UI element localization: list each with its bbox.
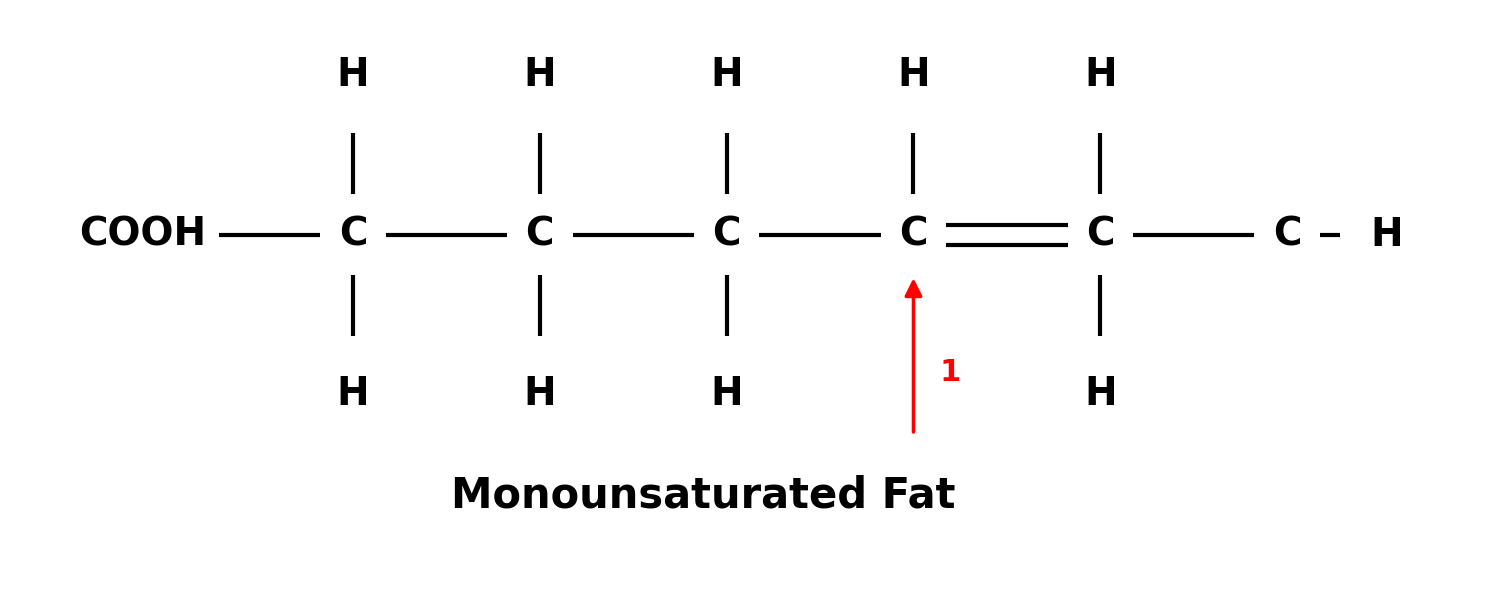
Text: H: H: [1370, 216, 1402, 254]
Text: C: C: [339, 216, 368, 254]
Text: H: H: [1084, 56, 1116, 94]
Text: H: H: [711, 56, 742, 94]
Text: C: C: [712, 216, 741, 254]
Text: H: H: [524, 56, 556, 94]
Text: H: H: [336, 56, 369, 94]
Text: C: C: [1274, 216, 1302, 254]
Text: H: H: [711, 375, 742, 413]
Text: H: H: [1084, 375, 1116, 413]
Text: C: C: [525, 216, 554, 254]
Text: C: C: [1086, 216, 1114, 254]
Text: COOH: COOH: [80, 216, 207, 254]
Text: H: H: [524, 375, 556, 413]
Text: 1: 1: [939, 358, 960, 387]
Text: H: H: [897, 56, 930, 94]
Text: C: C: [898, 216, 927, 254]
Text: Monounsaturated Fat: Monounsaturated Fat: [452, 475, 956, 517]
Text: H: H: [336, 375, 369, 413]
